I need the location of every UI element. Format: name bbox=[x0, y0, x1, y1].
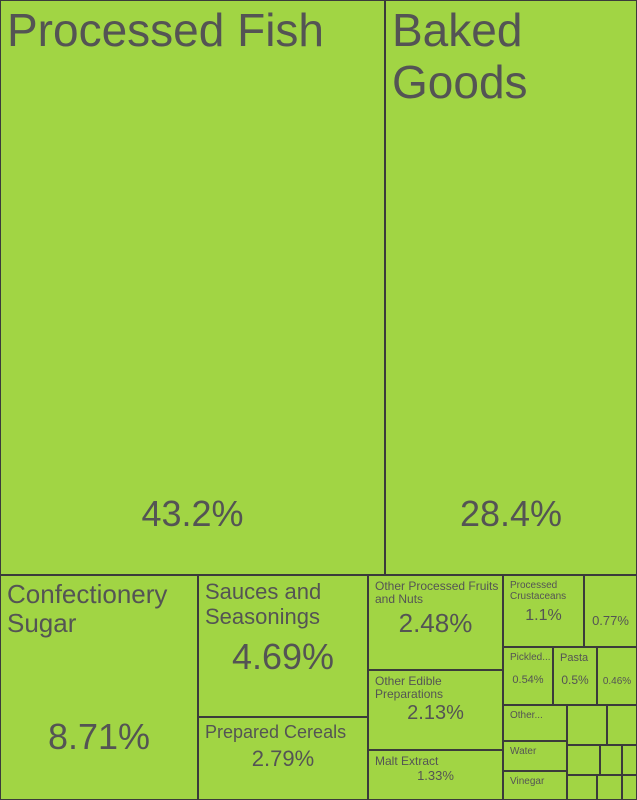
treemap-tile-processed-fish[interactable]: Processed Fish 43.2% bbox=[0, 0, 385, 575]
treemap-tile-value: 0.54% bbox=[512, 674, 544, 686]
treemap-tile-value: 1.33% bbox=[417, 768, 454, 783]
treemap-tile-value: 1.1% bbox=[525, 607, 562, 624]
treemap-tile-prepared-cereals[interactable]: Prepared Cereals 2.79% bbox=[198, 717, 368, 800]
treemap-tile-unlabeled-20[interactable] bbox=[622, 745, 637, 775]
treemap-tile-value: 2.13% bbox=[407, 702, 464, 724]
treemap-tile-label: Sauces and Seasonings bbox=[205, 579, 322, 629]
treemap-tile-unlabeled-21[interactable] bbox=[567, 775, 597, 800]
treemap-tile-value: 43.2% bbox=[141, 493, 244, 534]
treemap-tile-label: Other Edible Preparations bbox=[375, 674, 444, 702]
treemap-tile-label: Processed Fish bbox=[7, 4, 325, 56]
treemap-tile-unlabeled-19[interactable] bbox=[600, 745, 622, 775]
treemap-tile-value: 8.71% bbox=[47, 716, 151, 757]
treemap-tile-value: 0.77% bbox=[592, 613, 629, 628]
treemap-tile-unlabeled-17[interactable] bbox=[607, 705, 637, 745]
treemap-tile-pickled[interactable]: Pickled... 0.54% bbox=[503, 647, 553, 705]
treemap-tile-label: Pasta bbox=[560, 652, 589, 664]
treemap-tile-unlabeled-16[interactable] bbox=[567, 705, 607, 745]
treemap-tile-value: 2.48% bbox=[398, 608, 473, 638]
treemap-tile-water[interactable]: Water bbox=[503, 741, 567, 771]
treemap-tile-label: Prepared Cereals bbox=[205, 722, 347, 742]
treemap-tile-label: Baked Goods bbox=[392, 4, 528, 108]
treemap-tile-label: Other... bbox=[510, 710, 543, 721]
treemap-tile-confectionery-sugar[interactable]: Confectionery Sugar 8.71% bbox=[0, 575, 198, 800]
treemap-tile-label: Water bbox=[510, 746, 537, 757]
treemap-tile-value: 2.79% bbox=[251, 746, 315, 771]
treemap-tile-unlabeled-9[interactable]: 0.77% bbox=[584, 575, 637, 647]
treemap-tile-label: Confectionery Sugar bbox=[7, 579, 168, 639]
treemap-tile-unlabeled-22[interactable] bbox=[597, 775, 622, 800]
treemap-tile-value: 28.4% bbox=[459, 493, 563, 534]
treemap-tile-label: Processed Crustaceans bbox=[510, 580, 567, 603]
treemap-tile-vinegar[interactable]: Vinegar bbox=[503, 771, 567, 800]
treemap-tile-value: 0.5% bbox=[561, 673, 589, 687]
treemap-tile-label: Other Processed Fruits and Nuts bbox=[375, 579, 499, 607]
treemap-tile-value: 0.46% bbox=[602, 676, 632, 687]
treemap-tile-label: Pickled... bbox=[510, 652, 551, 663]
treemap-tile-other[interactable]: Other... bbox=[503, 705, 567, 741]
treemap-tile-pasta[interactable]: Pasta 0.5% bbox=[553, 647, 597, 705]
treemap-tile-other-processed-fruits-and-nuts[interactable]: Other Processed Fruits and Nuts 2.48% bbox=[368, 575, 503, 670]
treemap-tile-baked-goods[interactable]: Baked Goods 28.4% bbox=[385, 0, 637, 575]
treemap-tile-other-edible-preparations[interactable]: Other Edible Preparations 2.13% bbox=[368, 670, 503, 750]
treemap-tile-label: Malt Extract bbox=[375, 754, 439, 768]
treemap-tile-sauces-and-seasonings[interactable]: Sauces and Seasonings 4.69% bbox=[198, 575, 368, 717]
treemap-tile-label: Vinegar bbox=[510, 776, 545, 787]
treemap-tile-processed-crustaceans[interactable]: Processed Crustaceans 1.1% bbox=[503, 575, 584, 647]
treemap-tile-unlabeled-23[interactable] bbox=[622, 775, 637, 800]
treemap-tile-unlabeled-12[interactable]: 0.46% bbox=[597, 647, 637, 705]
treemap-tile-value: 4.69% bbox=[231, 636, 335, 677]
treemap-tile-unlabeled-18[interactable] bbox=[567, 745, 600, 775]
treemap-tile-malt-extract[interactable]: Malt Extract 1.33% bbox=[368, 750, 503, 800]
